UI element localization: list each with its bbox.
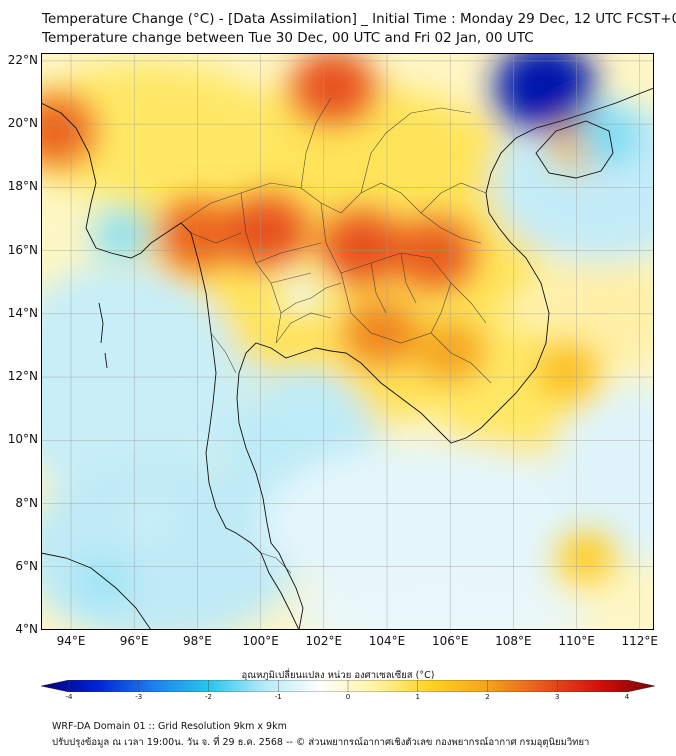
colorbar-tick-label: 1 [415,693,420,701]
lat-tick-label: 14°N [7,305,38,320]
map-frame [41,53,654,630]
lat-tick-label: 18°N [7,179,38,194]
anomaly-region-4 [320,210,404,285]
temperature-change-map [41,53,654,630]
map-title: Temperature Change (°C) - [Data Assimila… [42,11,676,27]
anomaly-region-16 [123,496,177,543]
lat-tick-label: 22°N [7,52,38,67]
colorbar-title: อุณหภูมิเปลี่ยนแปลง หน่วย องศาเซลเซียส (… [241,670,435,681]
lon-tick-label: 96°E [119,634,149,648]
colorbar [41,680,655,692]
field-shading [41,63,654,630]
lon-tick-label: 106°E [431,634,469,648]
colorbar-tick-label: -3 [135,693,143,701]
footer-model-info: WRF-DA Domain 01 :: Grid Resolution 9km … [52,721,287,732]
lon-tick-label: 102°E [305,634,343,648]
colorbar-tick-label: -1 [274,693,282,701]
colorbar-tick-label: -4 [65,693,73,701]
lat-tick-label: 12°N [7,369,38,384]
anomaly-region-13 [91,208,152,262]
anomaly-region-14 [281,378,336,427]
anomaly-region-6 [343,300,418,366]
anomaly-region-15 [73,556,132,609]
lat-tick-label: 8°N [15,495,38,510]
map-subtitle: Temperature change between Tue 30 Dec, 0… [42,30,534,46]
lon-tick-label: 98°E [182,634,212,648]
lon-tick-label: 108°E [495,634,532,648]
anomaly-region-10 [557,531,615,583]
lat-tick-label: 6°N [15,558,38,573]
colorbar-tick-label: -2 [205,693,212,701]
anomaly-blobs [41,53,639,609]
footer-credits: ปรับปรุงข้อมูล ณ เวลา 19:00น. วัน จ. ที่… [52,737,590,748]
anomaly-region-3 [225,194,309,269]
lat-tick-label: 4°N [15,622,38,636]
lat-tick-label: 20°N [7,116,38,131]
colorbar-tick-label: 2 [485,693,490,701]
lat-tick-label: 10°N [7,432,38,447]
lon-tick-label: 104°E [368,634,406,648]
colorbar-tick-label: 3 [555,693,560,701]
lon-tick-label: 110°E [558,634,595,648]
anomaly-region-12 [577,109,639,164]
graticule [41,53,654,630]
lon-tick-label: 112°E [621,634,659,648]
anomaly-region-17 [218,360,271,407]
anomaly-region-18 [279,274,325,315]
anomaly-region-1 [291,53,375,123]
admin-borders [180,97,492,574]
anomaly-region-9 [536,343,598,398]
anomaly-region-5 [393,217,475,290]
colorbar-tick-label: 4 [624,693,630,701]
lon-tick-label: 94°E [56,634,86,648]
anomaly-region-0 [41,95,95,166]
lat-tick-label: 16°N [7,242,38,257]
lon-tick-label: 100°E [242,634,279,648]
colorbar-tick-label: 0 [345,693,351,701]
coastlines [41,87,654,630]
anomaly-region-11 [494,53,596,131]
